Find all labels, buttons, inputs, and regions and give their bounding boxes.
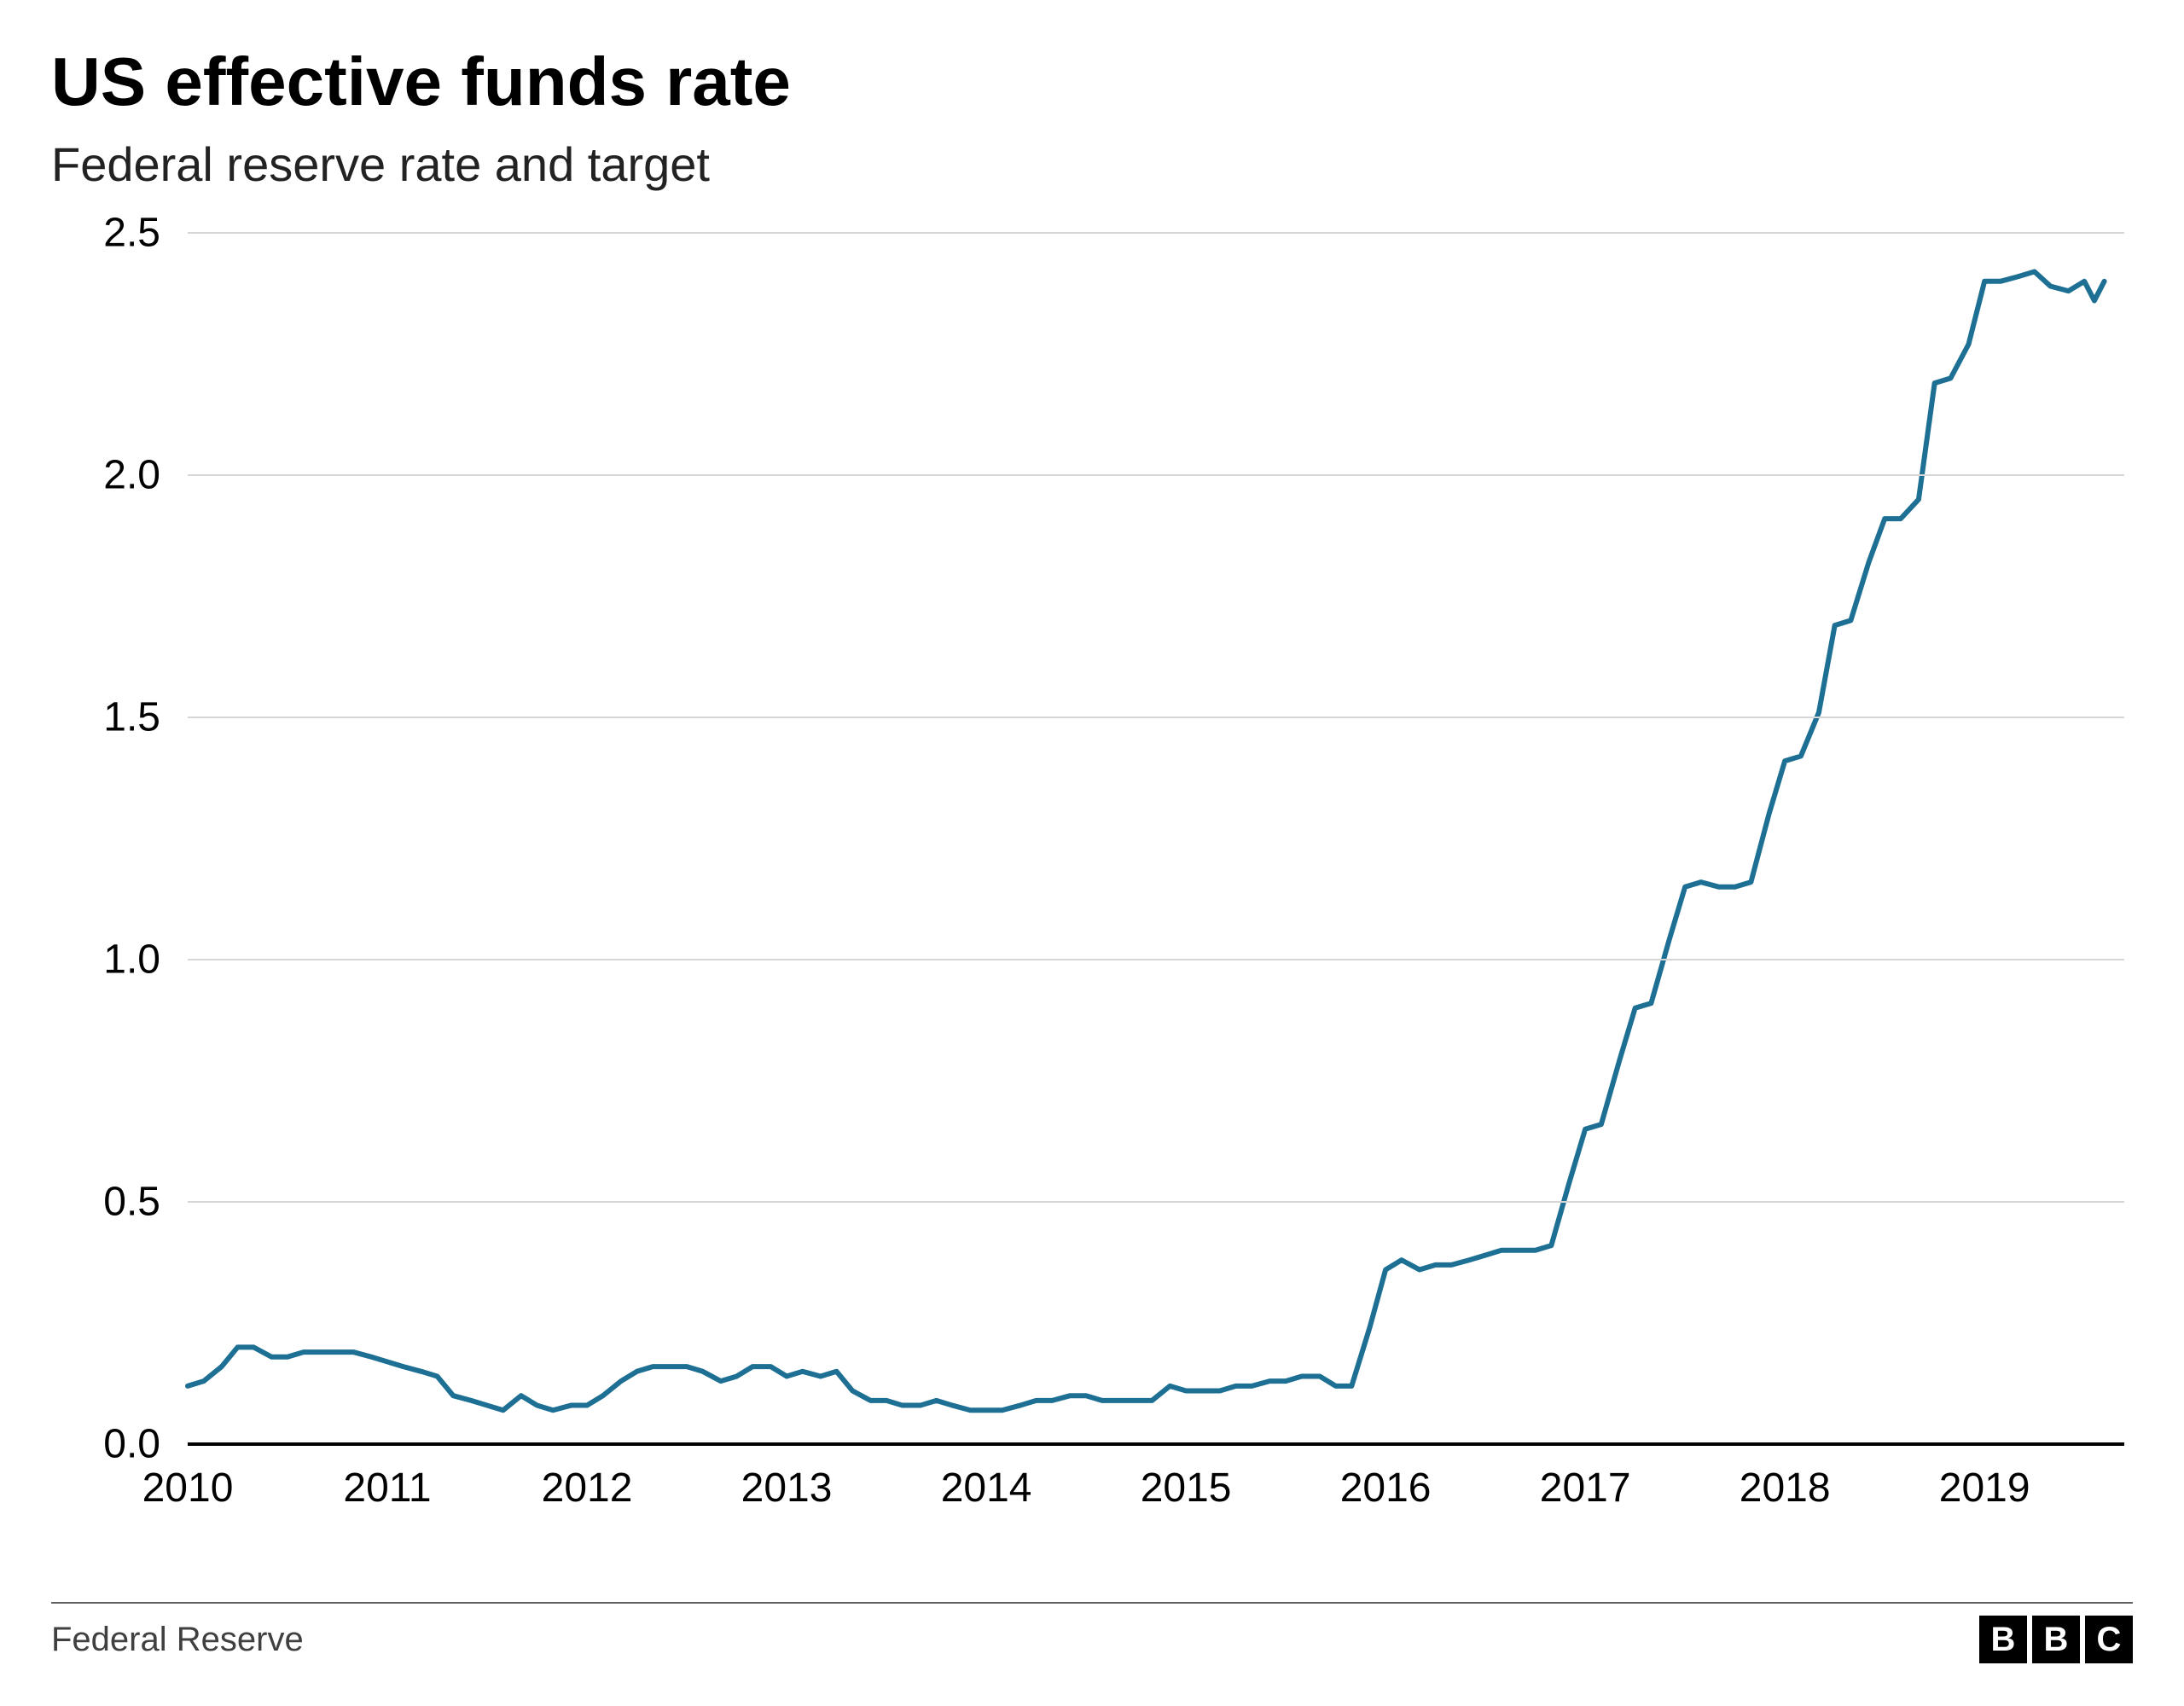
- grid-line: [188, 1201, 2124, 1203]
- x-tick-label: 2015: [1141, 1465, 1232, 1512]
- bbc-logo: BBC: [1979, 1616, 2133, 1663]
- x-tick-label: 2011: [343, 1465, 431, 1512]
- bbc-logo-letter: C: [2085, 1616, 2133, 1663]
- y-axis: 0.00.51.01.52.02.5: [51, 233, 171, 1444]
- grid-line: [188, 717, 2124, 718]
- x-tick-label: 2016: [1340, 1465, 1432, 1512]
- chart-title: US effective funds rate: [51, 43, 2133, 121]
- line-svg: [188, 233, 2124, 1444]
- series-line: [188, 271, 2105, 1410]
- x-tick-label: 2014: [941, 1465, 1032, 1512]
- plot-region: [188, 233, 2124, 1444]
- x-tick-label: 2010: [142, 1465, 234, 1512]
- y-tick-label: 1.5: [103, 694, 160, 741]
- y-tick-label: 0.5: [103, 1179, 160, 1226]
- x-tick-label: 2019: [1939, 1465, 2030, 1512]
- x-tick-label: 2013: [741, 1465, 833, 1512]
- source-label: Federal Reserve: [51, 1621, 304, 1659]
- y-tick-label: 0.0: [103, 1421, 160, 1468]
- baseline: [188, 1442, 2124, 1446]
- chart-plot-area: 0.00.51.01.52.02.5: [51, 233, 2133, 1444]
- x-tick-label: 2012: [542, 1465, 633, 1512]
- y-tick-label: 2.5: [103, 210, 160, 257]
- x-tick-label: 2017: [1540, 1465, 1631, 1512]
- bbc-logo-letter: B: [1979, 1616, 2027, 1663]
- y-tick-label: 2.0: [103, 452, 160, 499]
- x-tick-label: 2018: [1740, 1465, 1831, 1512]
- chart-footer: Federal Reserve BBC: [51, 1602, 2133, 1663]
- chart-subtitle: Federal reserve rate and target: [51, 136, 2133, 192]
- grid-line: [188, 232, 2124, 234]
- y-tick-label: 1.0: [103, 937, 160, 984]
- chart-container: US effective funds rate Federal reserve …: [0, 0, 2184, 1706]
- bbc-logo-letter: B: [2032, 1616, 2080, 1663]
- x-axis: 2010201120122013201420152016201720182019: [188, 1465, 2124, 1533]
- grid-line: [188, 474, 2124, 476]
- grid-line: [188, 959, 2124, 960]
